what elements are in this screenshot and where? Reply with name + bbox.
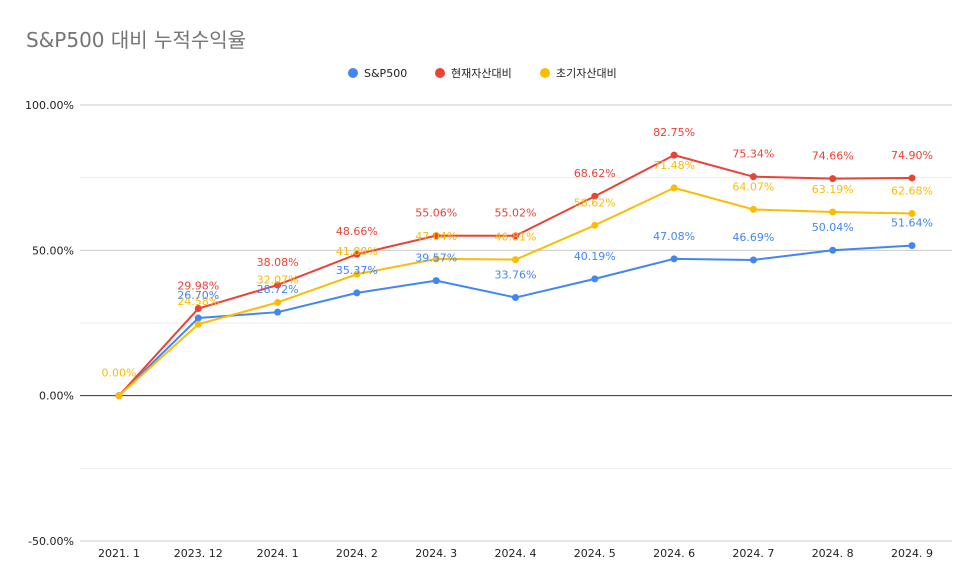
gridlines <box>80 104 952 542</box>
data-point <box>591 221 599 229</box>
data-point <box>512 294 519 302</box>
data-point <box>274 298 282 306</box>
data-point <box>670 255 678 263</box>
data-label: 48.66% <box>336 225 378 238</box>
data-point <box>274 308 282 316</box>
data-point <box>591 275 599 283</box>
data-point <box>829 246 837 254</box>
legend-label: S&P500 <box>364 67 407 80</box>
data-label: 47.08% <box>653 230 695 243</box>
data-label: 46.69% <box>732 231 774 244</box>
data-point <box>749 173 757 181</box>
x-tick-label: 2023. 12 <box>174 547 223 560</box>
data-label: 62.68% <box>891 184 933 197</box>
data-point <box>194 320 202 328</box>
data-point <box>512 256 519 264</box>
data-label: 33.76% <box>495 269 537 282</box>
legend-swatch <box>348 68 358 78</box>
data-label: 55.06% <box>415 207 457 220</box>
data-point <box>353 270 361 278</box>
data-label: 24.58% <box>177 295 219 308</box>
data-label: 55.02% <box>495 207 537 220</box>
chart-title: S&P500 대비 누적수익율 <box>26 28 247 52</box>
data-point <box>591 192 599 200</box>
x-tick-label: 2024. 4 <box>495 547 537 560</box>
data-label: 50.04% <box>812 221 854 234</box>
x-tick-label: 2024. 5 <box>574 547 616 560</box>
data-label: 38.08% <box>257 256 299 269</box>
legend-label: 초기자산대비 <box>556 67 617 80</box>
x-tick-label: 2024. 1 <box>257 547 299 560</box>
data-point <box>115 392 123 400</box>
data-point <box>432 277 440 285</box>
data-label: 68.62% <box>574 167 616 180</box>
data-point <box>908 242 916 250</box>
x-tick-label: 2024. 8 <box>812 547 854 560</box>
data-label: 46.81% <box>495 231 537 244</box>
legend-item[interactable]: S&P500 <box>348 67 407 80</box>
data-label: 82.75% <box>653 126 695 139</box>
x-tick-label: 2024. 2 <box>336 547 378 560</box>
data-label: 58.62% <box>574 196 616 209</box>
data-label: 74.66% <box>812 150 854 163</box>
data-point <box>829 175 837 183</box>
data-point <box>194 305 202 313</box>
data-label: 51.64% <box>891 217 933 230</box>
data-label: 64.07% <box>732 180 774 193</box>
data-label: 28.72% <box>257 283 299 296</box>
data-point <box>749 256 757 264</box>
legend-swatch <box>540 68 550 78</box>
x-tick-label: 2024. 6 <box>653 547 695 560</box>
y-tick-label: 50.00% <box>32 244 74 257</box>
legend-item[interactable]: 현재자산대비 <box>435 67 512 80</box>
data-label: 39.57% <box>415 252 457 265</box>
axes: -50.00% 0.00% 50.00% 100.00% 2021. 1 2023. 12… <box>25 99 933 560</box>
data-point <box>353 289 361 297</box>
data-point <box>353 250 361 258</box>
legend-label: 현재자산대비 <box>451 67 512 80</box>
data-point <box>908 209 916 217</box>
series-layer <box>115 151 916 400</box>
data-label: 63.19% <box>812 183 854 196</box>
data-label: 41.80% <box>336 245 378 258</box>
data-point <box>194 314 202 322</box>
data-label: 75.34% <box>732 148 774 161</box>
data-label: 47.04% <box>415 230 457 243</box>
y-tick-label: -50.00% <box>28 535 74 548</box>
data-label: 29.98% <box>177 280 219 293</box>
legend-item[interactable]: 초기자산대비 <box>540 67 617 80</box>
data-labels: 26.70% 28.72% 35.37% 39.57% 33.76% 40.19% 47.0… <box>102 126 933 380</box>
x-tick-label: 2021. 1 <box>98 547 140 560</box>
data-point <box>829 208 837 216</box>
data-label: 40.19% <box>574 250 616 263</box>
data-label: 0.00% <box>102 367 137 380</box>
data-label: 32.07% <box>257 273 299 286</box>
y-tick-label: 100.00% <box>25 99 74 112</box>
data-label: 26.70% <box>177 289 219 302</box>
data-label: 71.48% <box>653 159 695 172</box>
data-point <box>908 174 916 182</box>
legend[interactable]: S&P500 현재자산대비 초기자산대비 <box>348 67 617 80</box>
data-point <box>512 232 519 240</box>
x-tick-label: 2024. 9 <box>891 547 933 560</box>
data-point <box>432 255 440 263</box>
x-tick-label: 2024. 3 <box>415 547 457 560</box>
y-tick-label: 0.00% <box>39 390 74 403</box>
x-tick-label: 2024. 7 <box>732 547 774 560</box>
data-point <box>432 232 440 240</box>
legend-swatch <box>435 68 445 78</box>
data-label: 74.90% <box>891 149 933 162</box>
data-point <box>274 281 282 289</box>
data-point <box>670 184 678 192</box>
data-point <box>749 205 757 213</box>
data-label: 35.37% <box>336 264 378 277</box>
data-point <box>670 151 678 159</box>
